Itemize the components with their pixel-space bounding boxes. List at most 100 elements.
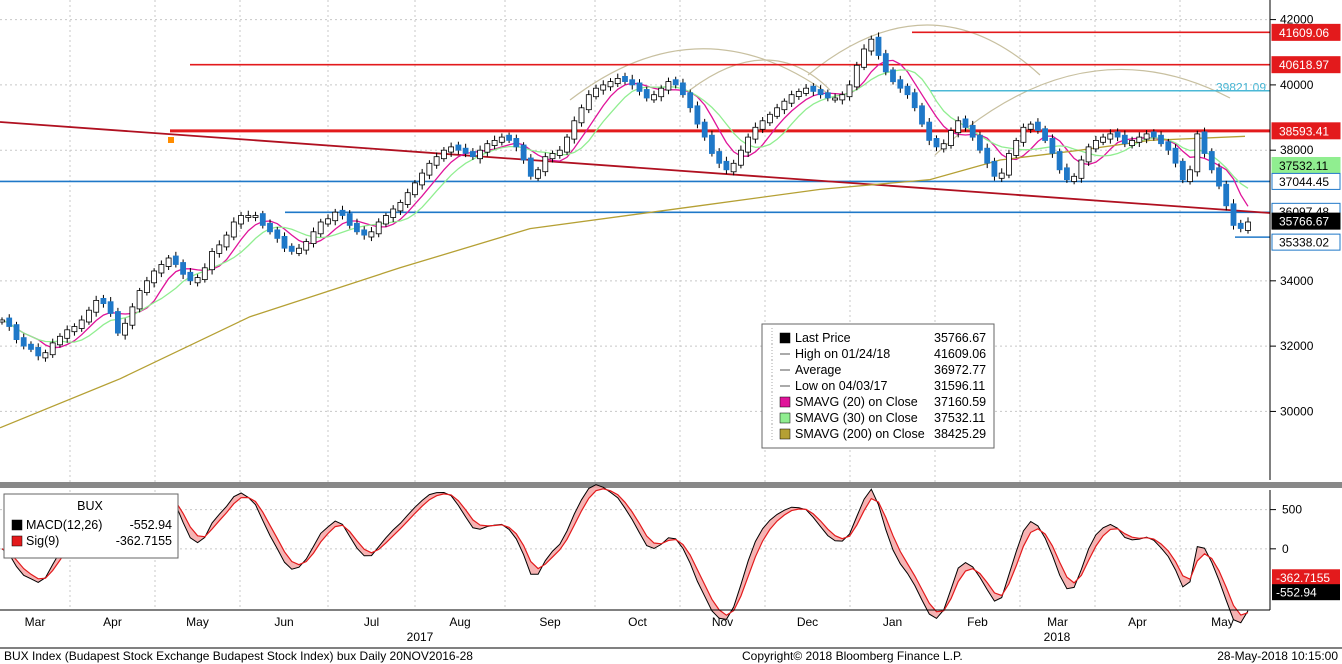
- price-candle: [752, 126, 759, 140]
- price-candle: [296, 247, 302, 254]
- price-candle: [498, 136, 505, 143]
- macd-tag: [1272, 569, 1340, 586]
- price-tick-label: 42000: [1280, 13, 1314, 27]
- price-candle: [607, 81, 614, 88]
- price-candle: [890, 69, 896, 83]
- price-tick-label: 40000: [1280, 78, 1314, 92]
- macd-tags: -362.7155-552.94: [1272, 569, 1340, 601]
- month-label: Aug: [449, 615, 470, 629]
- trend-anchor-marker: [168, 137, 174, 143]
- price-candle: [767, 113, 773, 124]
- price-candle: [564, 136, 570, 153]
- price-candle: [738, 149, 744, 166]
- price-level-tag-label: 37044.45: [1279, 175, 1329, 189]
- price-candle: [13, 324, 20, 341]
- price-candle: [1172, 147, 1179, 164]
- price-candle: [1056, 151, 1063, 171]
- legend-label: Last Price: [795, 331, 851, 345]
- price-candle: [832, 97, 838, 101]
- price-candle: [361, 229, 368, 236]
- price-candle: [527, 157, 534, 177]
- trend-arcs: [569, 24, 1231, 156]
- price-candle: [1049, 137, 1056, 154]
- price-candle: [926, 121, 933, 141]
- month-label: Feb: [967, 615, 988, 629]
- price-candle: [122, 322, 128, 336]
- month-label: Mar: [1047, 615, 1068, 629]
- month-label: Mar: [25, 615, 46, 629]
- price-level-tag: [1271, 23, 1341, 41]
- time-axis: Mar Apr May Jun Jul Aug Sep Oct Nov Dec Jan Feb Mar A…: [25, 615, 1234, 644]
- price-candle: [310, 231, 317, 245]
- price-candle: [1035, 121, 1041, 131]
- price-candle: [672, 79, 679, 86]
- price-candle: [578, 107, 585, 124]
- price-candle: [962, 118, 969, 128]
- price-candle: [651, 94, 657, 101]
- macd-legend-swatch: [11, 535, 23, 547]
- macd-legend-label: MACD(12,26): [26, 518, 102, 532]
- price-candle: [238, 215, 244, 225]
- macd-tick-label: 500: [1282, 503, 1302, 517]
- price-candle: [317, 221, 324, 235]
- price-level-tag-label: 40618.97: [1279, 58, 1329, 72]
- year-label: 2017: [407, 630, 434, 644]
- price-candle: [658, 87, 665, 98]
- price-candle: [1136, 136, 1143, 143]
- macd-axis: 500 0: [1270, 503, 1302, 556]
- price-candle: [303, 241, 310, 251]
- price-candle: [368, 231, 375, 238]
- price-candle: [28, 343, 34, 350]
- price-candle: [0, 319, 5, 323]
- price-candle: [440, 149, 447, 160]
- month-label: Sep: [539, 615, 561, 629]
- price-candle: [781, 100, 788, 111]
- price-candle: [1245, 221, 1251, 231]
- price-candle: [165, 257, 172, 267]
- price-candle: [100, 297, 107, 304]
- legend-label: High on 01/24/18: [795, 347, 890, 361]
- price-candle: [325, 218, 331, 225]
- price-candle: [774, 107, 780, 117]
- price-candle: [57, 335, 63, 346]
- price-candle: [1194, 133, 1201, 173]
- price-candle: [252, 215, 259, 218]
- macd-legend: MACD(12,26) -552.94 Sig(9) -362.7155: [11, 518, 172, 548]
- price-candle: [759, 120, 766, 130]
- price-candle: [397, 201, 404, 212]
- month-gridlines: [69, 0, 1181, 610]
- price-candle: [665, 81, 672, 91]
- footer-right: 28-May-2018 10:15:00: [1217, 649, 1338, 663]
- price-candle: [984, 147, 991, 164]
- month-label: Jun: [274, 615, 293, 629]
- price-candle: [571, 120, 578, 140]
- price-candle: [1165, 141, 1172, 151]
- legend-label: SMAVG (200) on Close: [795, 427, 925, 441]
- price-candle: [477, 149, 484, 160]
- arc-1: [569, 48, 831, 101]
- price-candle: [230, 221, 237, 238]
- price-candle: [1143, 133, 1150, 140]
- descending-trendline: [0, 121, 1271, 214]
- price-candle: [42, 352, 49, 359]
- price-candle: [1107, 133, 1114, 140]
- month-label: May: [186, 615, 209, 629]
- price-candle: [281, 235, 288, 249]
- price-candle: [1013, 139, 1020, 156]
- macd-title: BUX: [77, 499, 103, 513]
- macd-legend-value: -362.7155: [116, 534, 172, 548]
- price-candle: [810, 85, 817, 92]
- price-candle: [948, 130, 954, 147]
- price-candle: [404, 192, 411, 205]
- price-candle: [1150, 131, 1157, 138]
- price-candle: [614, 78, 621, 85]
- price-tick-label: 34000: [1280, 274, 1314, 288]
- year-label: 2018: [1044, 630, 1071, 644]
- price-candle: [687, 92, 694, 109]
- price-candle: [593, 87, 599, 98]
- price-candle: [86, 309, 92, 323]
- price-candle: [172, 255, 179, 265]
- price-candle: [977, 134, 983, 151]
